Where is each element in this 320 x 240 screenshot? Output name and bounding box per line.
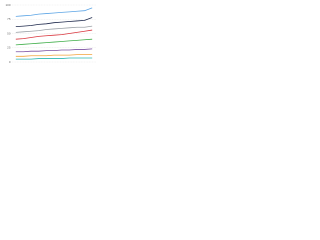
line-series xyxy=(15,54,93,57)
y-tick-label: 50 xyxy=(7,31,11,35)
page: {"chart_data": {"type": "line", "categor… xyxy=(0,0,320,71)
y-tick-label: 0 xyxy=(9,60,11,64)
y-tick-label: 100 xyxy=(5,3,10,7)
line-series xyxy=(15,25,93,33)
line-series xyxy=(15,48,93,53)
y-tick-label: 25 xyxy=(7,46,11,50)
y-tick-label: 75 xyxy=(7,17,11,21)
line-series xyxy=(15,7,93,17)
line-series xyxy=(15,17,93,28)
line-series xyxy=(15,57,93,60)
chart: 0 25 50 75 100 xyxy=(5,3,96,64)
line-series xyxy=(15,38,93,46)
line-series xyxy=(15,29,93,40)
